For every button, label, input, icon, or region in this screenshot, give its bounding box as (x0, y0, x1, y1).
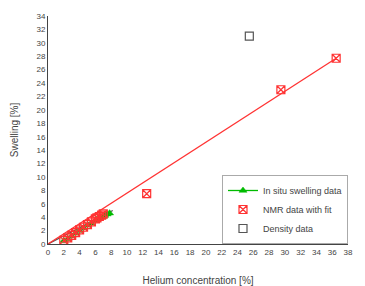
svg-text:12: 12 (36, 159, 45, 168)
svg-text:12: 12 (138, 248, 147, 257)
svg-text:24: 24 (36, 79, 45, 88)
svg-text:30: 30 (280, 248, 289, 257)
svg-text:22: 22 (217, 248, 226, 257)
svg-text:26: 26 (36, 65, 45, 74)
svg-text:16: 16 (170, 248, 179, 257)
svg-text:14: 14 (36, 146, 45, 155)
svg-text:16: 16 (36, 133, 45, 142)
svg-text:2: 2 (62, 248, 67, 257)
svg-text:6: 6 (41, 200, 46, 209)
svg-text:28: 28 (36, 52, 45, 61)
svg-text:Swelling [%]: Swelling [%] (9, 103, 20, 158)
svg-text:20: 20 (201, 248, 210, 257)
svg-text:32: 32 (296, 248, 305, 257)
svg-text:34: 34 (312, 248, 321, 257)
svg-text:Helium concentration [%]: Helium concentration [%] (142, 275, 253, 286)
svg-text:32: 32 (36, 25, 45, 34)
svg-text:30: 30 (36, 39, 45, 48)
svg-text:28: 28 (265, 248, 274, 257)
svg-text:2: 2 (41, 226, 46, 235)
svg-text:10: 10 (122, 248, 131, 257)
svg-text:18: 18 (186, 248, 195, 257)
svg-text:4: 4 (41, 213, 46, 222)
svg-text:0: 0 (41, 240, 46, 249)
svg-text:18: 18 (36, 119, 45, 128)
svg-text:20: 20 (36, 106, 45, 115)
svg-text:36: 36 (328, 248, 337, 257)
svg-text:6: 6 (93, 248, 98, 257)
svg-text:In situ swelling data: In situ swelling data (263, 186, 342, 196)
svg-text:Density data: Density data (263, 224, 313, 234)
svg-text:NMR data with fit: NMR data with fit (263, 205, 332, 215)
svg-text:14: 14 (154, 248, 163, 257)
svg-text:4: 4 (77, 248, 82, 257)
svg-text:8: 8 (41, 186, 46, 195)
svg-text:26: 26 (249, 248, 258, 257)
svg-text:22: 22 (36, 92, 45, 101)
svg-text:10: 10 (36, 173, 45, 182)
svg-text:24: 24 (233, 248, 242, 257)
svg-text:0: 0 (46, 248, 51, 257)
svg-text:8: 8 (109, 248, 114, 257)
svg-text:34: 34 (36, 12, 45, 21)
svg-text:38: 38 (344, 248, 353, 257)
